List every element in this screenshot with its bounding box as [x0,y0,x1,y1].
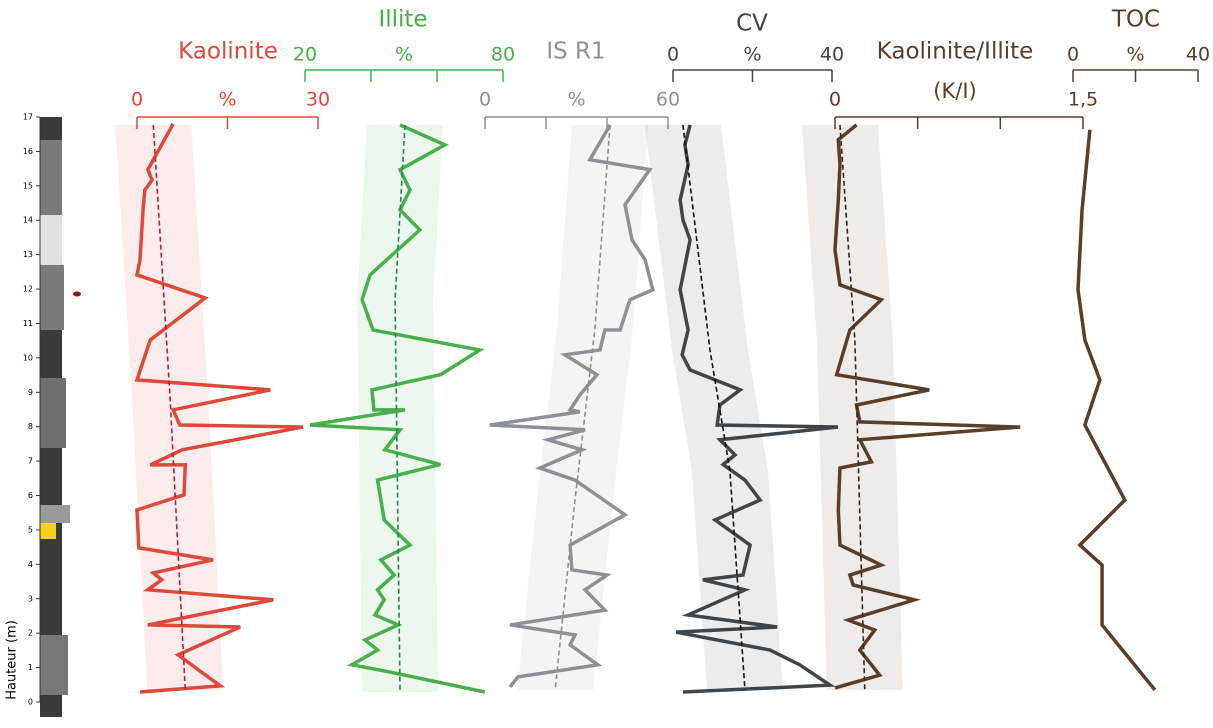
depth-tick-label: 5 [28,525,33,534]
depth-tick-label: 10 [23,353,33,362]
trend-line [554,124,611,691]
data-line [675,124,839,694]
x-axis-label: % [567,89,585,111]
depth-tick-label: 17 [23,113,33,122]
panel-title: Illite [378,7,427,33]
x-tick-label: 80 [491,44,515,66]
lithology-log [39,117,81,717]
x-tick-label: 0 [131,89,143,111]
x-axis-label: % [1126,44,1144,66]
depth-tick-label: 3 [28,594,33,603]
depth-tick-label: 15 [23,181,33,190]
x-tick-label: 0 [829,89,841,111]
depth-tick-label: 12 [23,285,33,294]
depth-tick-label: 9 [28,388,33,397]
panel-title: TOC [1111,7,1160,33]
log-bed [40,635,68,695]
trend-line [152,124,187,690]
depth-axis-title: Hauteur (m) [5,620,20,700]
log-gap-fill [40,215,62,265]
envelope [801,124,903,690]
log-bed [40,140,62,215]
log-bed [40,265,64,330]
x-tick-label: 30 [306,89,330,111]
x-tick-label: 40 [1186,44,1210,66]
depth-tick-label: 4 [28,560,33,569]
envelope [517,124,649,690]
log-nodule [73,291,81,297]
trend-line [394,124,406,693]
x-tick-label: 60 [656,89,680,111]
trend-line [839,124,866,690]
depth-tick-label: 11 [23,319,33,328]
depth-tick-label: 2 [28,629,33,638]
panel-title: IS R1 [546,39,605,65]
envelope [115,124,224,690]
depth-tick-label: 7 [28,457,33,466]
x-tick-label: 1,5 [1068,89,1098,111]
depth-tick-label: 6 [28,491,33,500]
depth-tick-label: 0 [28,698,33,707]
data-line [134,123,304,694]
panel-title: CV [736,11,768,37]
depth-tick-label: 8 [28,422,33,431]
data-line [309,123,486,694]
log-sand [40,523,56,539]
data-line [1076,129,1157,692]
x-axis-label: % [218,89,236,111]
panel-title: Kaolinite [178,39,278,65]
panel-subtitle: (K/I) [933,79,976,103]
depth-tick-label: 13 [23,250,33,259]
x-tick-label: 0 [479,89,491,111]
x-tick-label: 20 [293,44,317,66]
data-line [833,123,1021,690]
log-bed [40,378,66,448]
depth-tick-label: 1 [28,663,33,672]
x-axis-label: % [395,44,413,66]
log-bed [40,505,70,523]
x-tick-label: 40 [820,44,844,66]
depth-tick-label: 16 [23,147,33,156]
panel-title: Kaolinite/Illite [877,39,1034,65]
x-axis-label: % [743,44,761,66]
trend-line [682,124,746,691]
x-tick-label: 0 [1067,44,1079,66]
data-line [489,124,655,688]
x-tick-label: 0 [667,44,679,66]
depth-tick-label: 14 [23,216,33,225]
